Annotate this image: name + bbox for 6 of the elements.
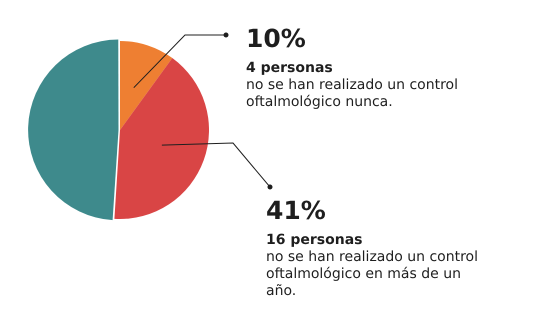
text: 4 personas [246, 60, 334, 77]
data-label: 10% [246, 24, 307, 54]
text: no se han realizado un control oftalmológico en más de un año. [266, 249, 479, 300]
data-label: 41% [266, 196, 327, 226]
text: 16 personas [266, 232, 364, 249]
text: no se han realizado un control oftalmológico nunca. [246, 77, 459, 111]
